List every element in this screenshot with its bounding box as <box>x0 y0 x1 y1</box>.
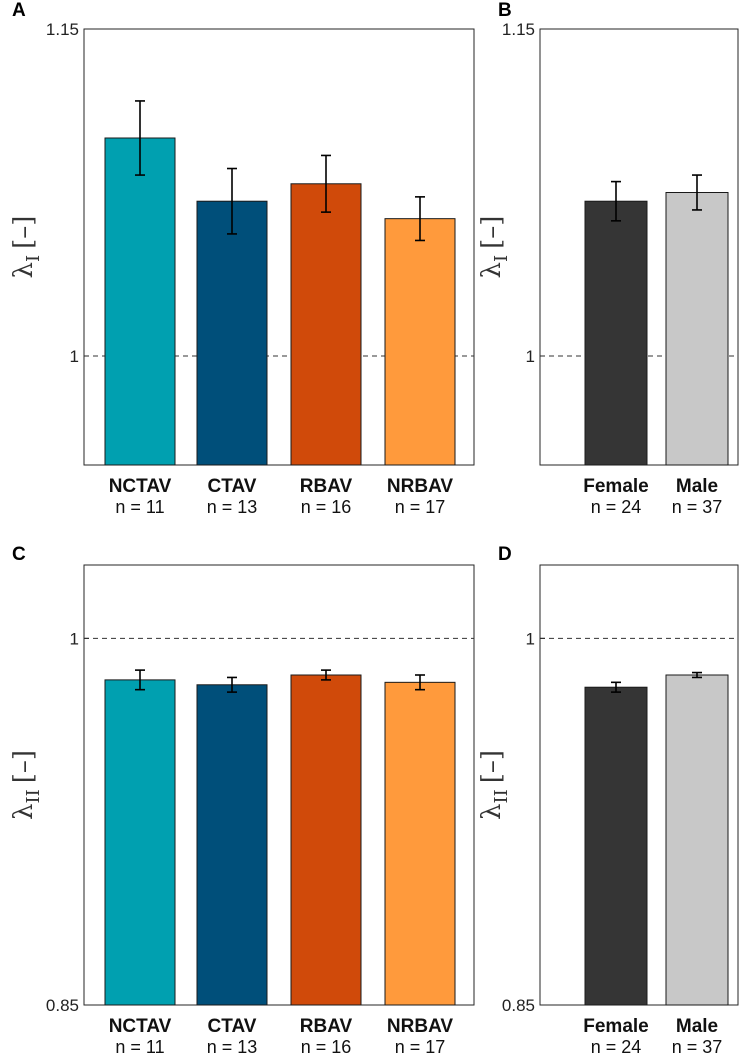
bar-ctav <box>196 684 268 1006</box>
n-label: n = 17 <box>395 1037 446 1053</box>
category-label: Male <box>676 1016 718 1037</box>
error-bar-female <box>611 180 621 222</box>
error-bar-nrbav <box>415 674 425 691</box>
n-label: n = 11 <box>115 1037 164 1053</box>
bar-rbav <box>290 183 362 466</box>
panel-letter: B <box>498 0 512 21</box>
error-bar-nrbav <box>415 196 425 242</box>
bar-nctav <box>104 137 176 466</box>
y-tick-label: 1 <box>526 347 535 366</box>
category-label: CTAV <box>208 1016 257 1037</box>
y-tick-label: 1.15 <box>502 20 535 39</box>
category-label: Female <box>583 1016 648 1037</box>
y-tick-label: 1 <box>70 629 79 648</box>
bar-male <box>665 192 729 466</box>
plot-frame <box>83 28 475 466</box>
n-label: n = 24 <box>591 497 642 517</box>
category-label: NCTAV <box>109 476 172 497</box>
bar-male <box>665 674 729 1006</box>
panel-letter: C <box>12 544 26 565</box>
error-bar-nctav <box>135 100 145 176</box>
y-tick-label: 0.85 <box>46 996 79 1015</box>
bar-nrbav <box>384 218 456 466</box>
panel-letter: A <box>12 0 26 21</box>
n-label: n = 13 <box>207 1037 258 1053</box>
bar-rbav <box>290 674 362 1006</box>
bar-nrbav <box>384 681 456 1006</box>
y-tick-label: 1.15 <box>46 20 79 39</box>
n-label: n = 13 <box>207 497 258 517</box>
n-label: n = 24 <box>591 1037 642 1053</box>
n-label: n = 37 <box>672 1037 723 1053</box>
y-tick-label: 1 <box>526 629 535 648</box>
category-label: NCTAV <box>109 1016 172 1037</box>
category-label: NRBAV <box>387 1016 453 1037</box>
category-label: RBAV <box>300 476 353 497</box>
error-bar-female <box>611 681 621 693</box>
y-axis-label: λI[–] <box>477 216 512 279</box>
n-label: n = 11 <box>115 497 164 517</box>
panel-letter: D <box>498 544 512 565</box>
y-axis-label: λII[–] <box>477 750 512 820</box>
n-label: n = 17 <box>395 497 446 517</box>
n-label: n = 37 <box>672 497 723 517</box>
y-tick-label: 1 <box>70 347 79 366</box>
n-label: n = 16 <box>301 1037 352 1053</box>
bar-nctav <box>104 679 176 1006</box>
y-tick-label: 0.85 <box>502 996 535 1015</box>
error-bar-rbav <box>321 154 331 213</box>
y-axis-label: λII[–] <box>9 750 44 820</box>
error-bar-nctav <box>135 669 145 691</box>
bar-ctav <box>196 200 268 466</box>
error-bar-male <box>692 671 702 679</box>
bar-female <box>584 200 648 466</box>
bar-female <box>584 686 648 1006</box>
category-label: NRBAV <box>387 476 453 497</box>
error-bar-ctav <box>227 676 237 693</box>
error-bar-rbav <box>321 669 331 681</box>
n-label: n = 16 <box>301 497 352 517</box>
category-label: CTAV <box>208 476 257 497</box>
error-bar-ctav <box>227 167 237 235</box>
plot-frame <box>83 564 475 1006</box>
category-label: Female <box>583 476 648 497</box>
category-label: Male <box>676 476 718 497</box>
error-bar-male <box>692 174 702 211</box>
y-axis-label: λI[–] <box>9 216 44 279</box>
category-label: RBAV <box>300 1016 353 1037</box>
